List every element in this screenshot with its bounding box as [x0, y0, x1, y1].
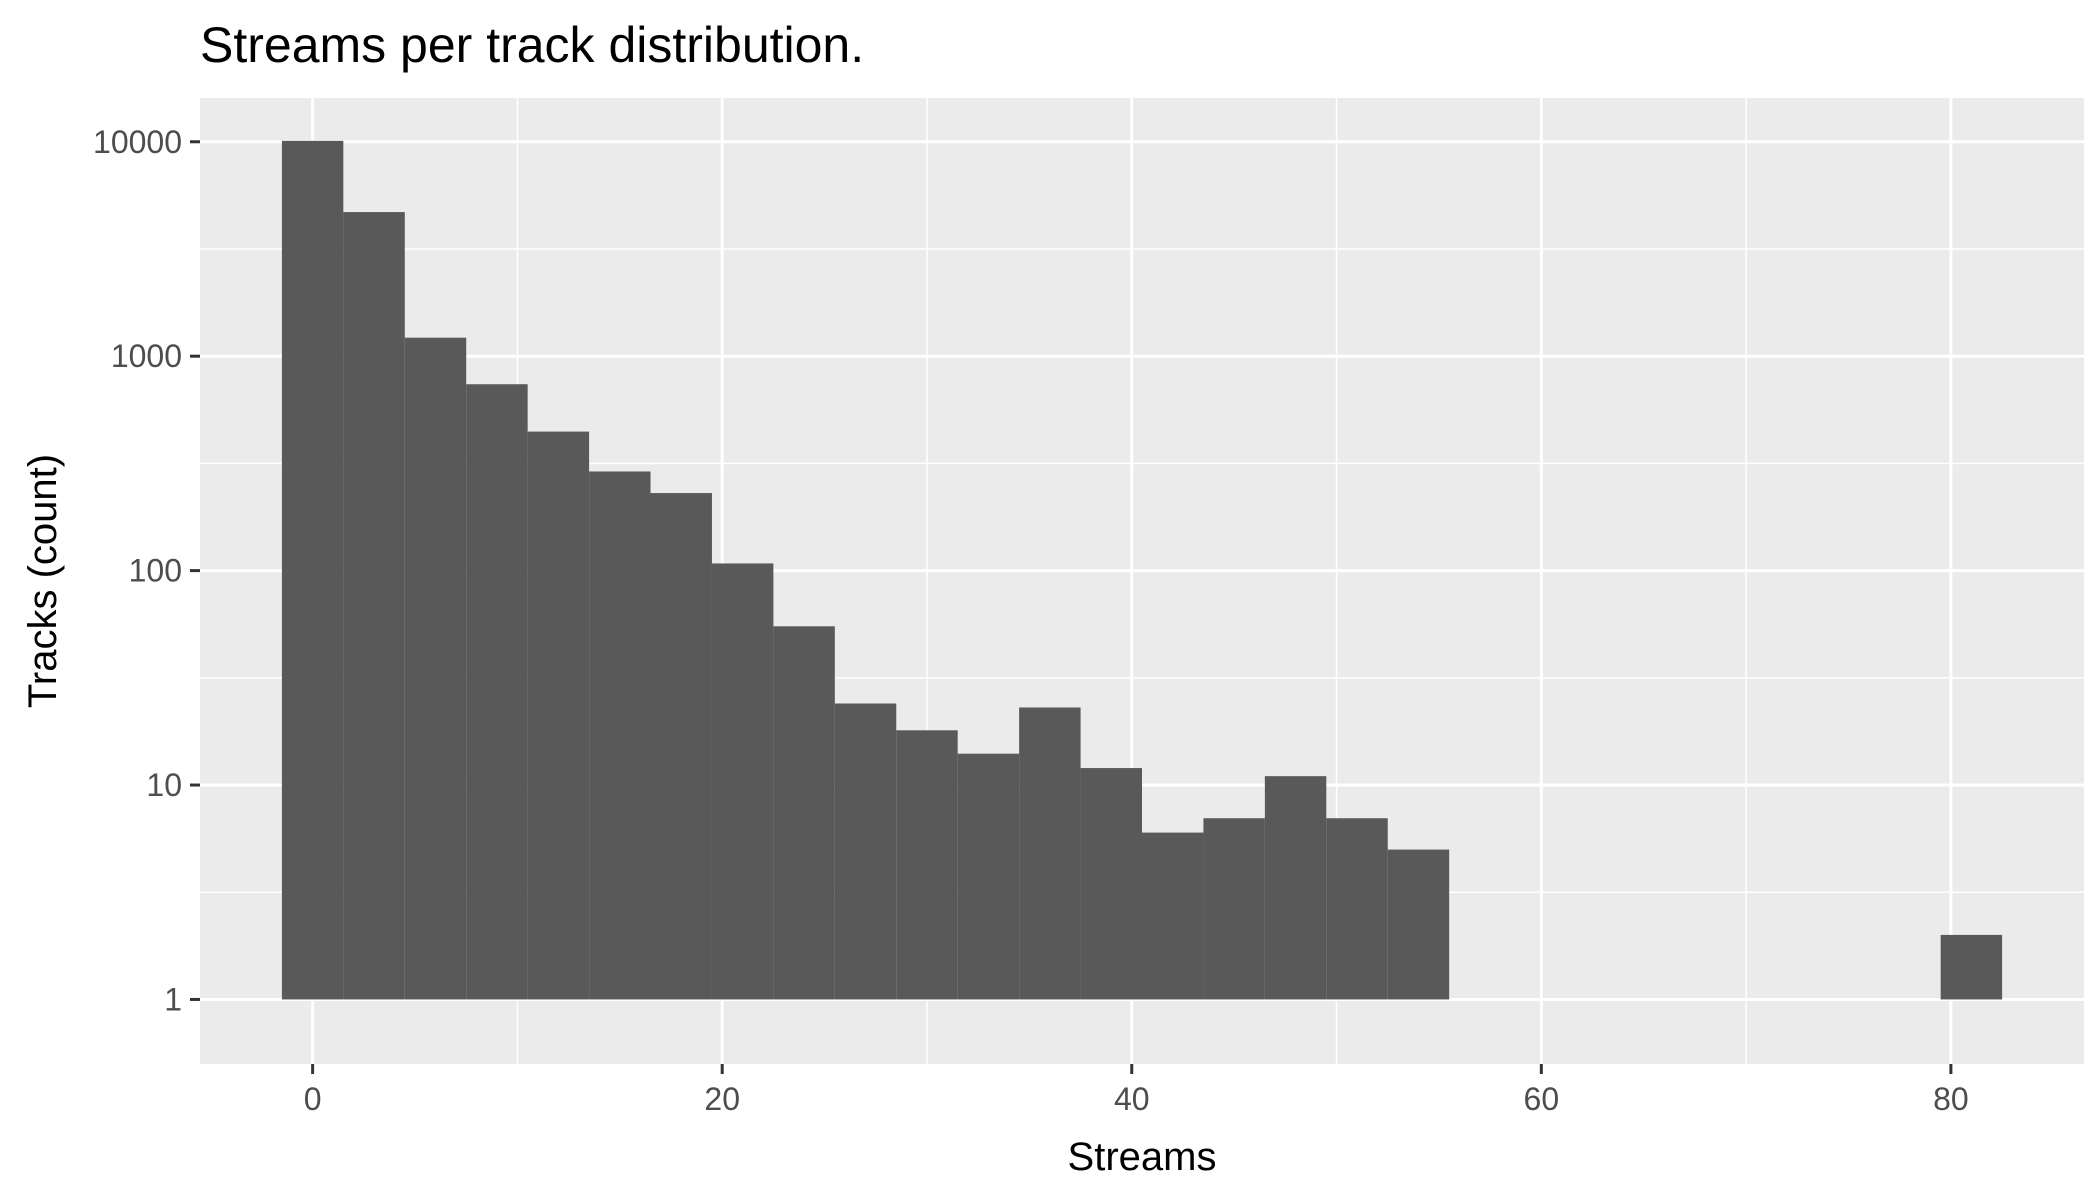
y-tick-label: 10 — [146, 767, 182, 803]
histogram-bar — [466, 384, 528, 1000]
histogram-bar — [957, 753, 1020, 1000]
histogram-bar — [834, 703, 897, 1000]
x-axis: 0 20 40 60 80 — [304, 1064, 1969, 1117]
x-tick-label: 40 — [1114, 1081, 1150, 1117]
histogram-bar — [281, 140, 344, 1000]
y-axis-label: Tracks (count) — [21, 454, 65, 708]
x-tick-label: 60 — [1524, 1081, 1560, 1117]
histogram-bar — [773, 626, 835, 1000]
histogram-bar — [1326, 818, 1388, 1000]
x-tick-label: 0 — [304, 1081, 322, 1117]
histogram-bar — [1080, 768, 1142, 1000]
histogram-bar — [1019, 707, 1081, 1000]
histogram-bar — [1387, 849, 1450, 1000]
histogram-bars — [281, 140, 2003, 1000]
y-tick-label: 100 — [129, 553, 182, 589]
histogram-bar — [404, 337, 467, 1000]
histogram-bar — [343, 212, 405, 1000]
minor-gridlines — [200, 98, 2084, 1064]
x-tick-label: 20 — [704, 1081, 740, 1117]
histogram-bar — [711, 563, 774, 1000]
y-tick-label: 10000 — [93, 124, 182, 160]
histogram-bar — [1264, 776, 1327, 1000]
histogram-bar — [1203, 818, 1265, 1000]
histogram-bar — [896, 730, 958, 1000]
x-tick-label: 80 — [1933, 1081, 1969, 1117]
y-tick-label: 1000 — [111, 338, 182, 374]
histogram-bar — [1940, 934, 2003, 1000]
y-tick-label: 1 — [164, 981, 182, 1017]
chart-title: Streams per track distribution. — [200, 17, 864, 73]
x-axis-label: Streams — [1068, 1135, 1217, 1179]
histogram-bar — [1142, 832, 1204, 1000]
histogram-bar — [589, 471, 651, 1000]
histogram-bar — [527, 431, 590, 1000]
histogram-bar — [650, 493, 712, 1000]
y-axis: 1 10 100 1000 10000 — [93, 124, 200, 1017]
